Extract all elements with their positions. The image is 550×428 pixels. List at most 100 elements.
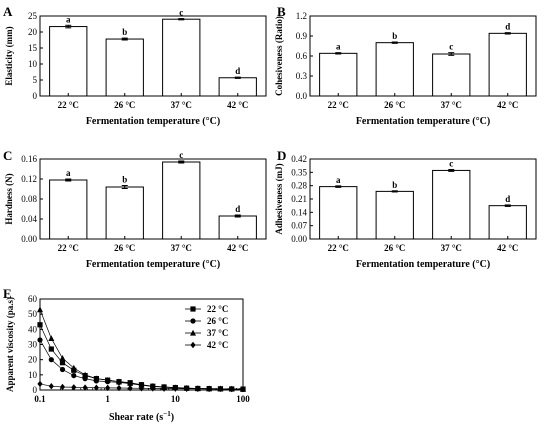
panel-letter: E [3,286,12,301]
x-tick-label: 0.1 [34,394,46,404]
x-axis-title: Fermentation temperature (°C) [356,259,490,270]
y-tick-label: 0.9 [296,31,308,41]
significance-letter: b [122,27,127,37]
x-tick-label: 42 °C [497,100,518,110]
y-axis-title: Hardness (N) [4,173,14,224]
y-tick-label: 50 [28,309,38,319]
marker-triangle [59,354,66,361]
x-tick-label: 1 [105,394,110,404]
y-tick-label: 0.0 [296,91,308,101]
marker-triangle [115,378,122,385]
x-tick-label: 37 °C [171,243,192,253]
y-tick-label: 0.04 [21,214,37,224]
marker-diamond [93,384,99,391]
panel-E: E 0 10 20 30 40 50 60 0.1 1 10 100 22 °C 26 °C 37 °C 42… [3,286,250,423]
significance-letter: c [179,150,183,160]
significance-letter: c [449,42,453,52]
panel-C: C 0.00 0.04 0.08 0.12 0.16 a 22 °C b 26 °C c 37 °C d… [3,148,267,270]
y-axis-title: Elasticity (mm) [4,26,14,85]
y-axis-title: Adhesiveness (mJ) [274,163,284,234]
legend-label: 26 °C [207,316,228,326]
marker-triangle [93,375,100,382]
x-tick-label: 26 °C [114,100,135,110]
marker-square [190,306,196,312]
bar [162,161,201,240]
marker-square [48,346,54,352]
bar [488,205,527,240]
x-tick-label: 10 [171,394,181,404]
x-tick-label: 26 °C [384,243,405,253]
y-tick-label: 0.28 [291,181,307,191]
marker-triangle [190,329,196,336]
panel-letter: D [277,148,286,163]
y-tick-label: 0.00 [21,234,37,244]
bar [432,53,471,97]
y-tick-label: 0.14 [291,207,307,217]
x-axis-title-close: ) [171,412,174,423]
marker-diamond [229,385,235,393]
bar [319,186,358,240]
bar [49,26,88,97]
marker-triangle [70,364,77,371]
significance-letter: d [235,66,240,76]
bar [319,52,358,97]
x-axis-title: Fermentation temperature (°C) [356,116,490,127]
plot-frame [309,15,537,97]
marker-triangle [82,371,89,378]
significance-letter: a [66,14,71,24]
y-tick-label: 0.6 [296,51,308,61]
marker-triangle [138,381,145,388]
x-tick-label: 26 °C [384,100,405,110]
legend-label: 42 °C [207,340,228,350]
significance-letter: c [179,8,183,18]
panel-A: A 0 5 10 15 20 25 a 22 °C b 26 °C c 37 °C d 42 °C Ferme… [3,4,267,127]
y-tick-label: 25 [28,11,38,21]
panel-letter: A [3,4,13,19]
y-tick-label: 20 [28,355,38,365]
marker-diamond [71,384,77,391]
x-tick-label: 26 °C [114,243,135,253]
y-tick-label: 0.16 [21,154,37,164]
plot-frame [39,15,267,97]
y-tick-label: 60 [28,294,38,304]
marker-diamond [105,384,111,392]
y-tick-label: 10 [28,370,38,380]
x-axis-title-superscript: −1 [163,410,171,418]
marker-circle [71,372,77,379]
panel-D: D 0.00 0.07 0.14 0.21 0.28 0.35 0.42 a 22 °C b 26 °… [274,148,537,270]
bar [488,32,527,97]
y-tick-label: 0 [33,385,38,395]
x-tick-label: 22 °C [328,100,349,110]
marker-diamond [82,384,88,391]
x-axis-title: Fermentation temperature (°C) [86,116,220,127]
marker-diamond [59,383,66,391]
y-tick-label: 0.3 [296,71,308,81]
significance-letter: a [336,42,341,52]
significance-letter: d [505,194,510,204]
y-tick-label: 30 [28,340,38,350]
bar [432,169,471,240]
x-tick-label: 42 °C [227,243,248,253]
x-axis-title-main: Shear rate (s [109,412,163,423]
x-tick-label: 42 °C [497,243,518,253]
legend-label: 22 °C [207,304,228,314]
marker-circle [190,318,196,324]
y-tick-label: 0.21 [291,194,307,204]
bar [49,179,88,240]
x-tick-label: 22 °C [328,243,349,253]
marker-diamond [190,341,196,349]
x-axis-title: Fermentation temperature (°C) [86,259,220,270]
significance-letter: a [336,175,341,185]
bar [375,42,414,97]
marker-diamond [217,385,224,393]
y-tick-label: 5 [33,75,38,85]
marker-diamond [48,383,54,390]
y-tick-label: 0.35 [291,167,307,177]
bar [105,186,144,240]
bar [105,38,144,97]
x-tick-label: 37 °C [441,243,462,253]
x-tick-label: 100 [236,394,250,404]
y-tick-label: 0.08 [21,194,37,204]
x-tick-label: 37 °C [441,100,462,110]
